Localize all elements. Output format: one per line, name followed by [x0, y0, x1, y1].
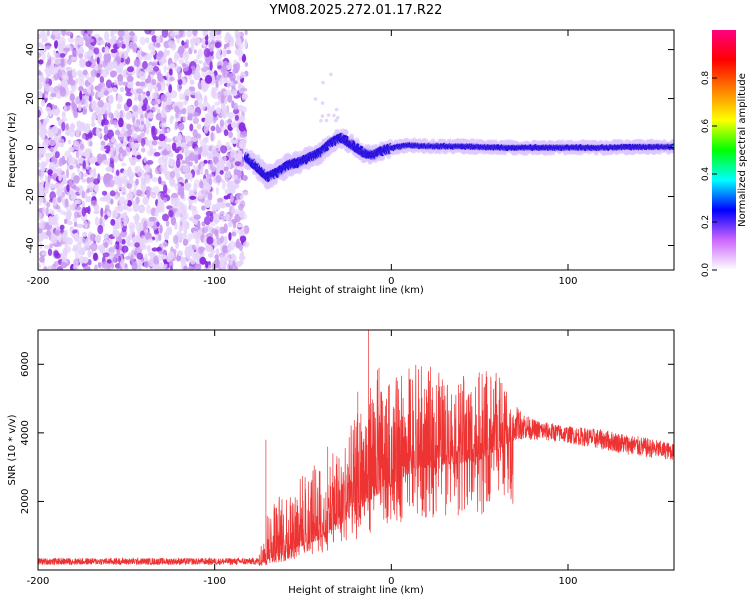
snr-ytick-label: 4000	[20, 420, 31, 445]
spectrogram-xtick-label: 100	[558, 276, 577, 287]
spectrogram-noise-region	[38, 30, 250, 270]
snr-ytick-label: 6000	[20, 352, 31, 377]
spectrogram-ylabel: Frequency (Hz)	[7, 112, 18, 188]
spectrogram-ytick-label: 40	[25, 43, 36, 56]
spectrogram-ytick-label: -40	[25, 237, 36, 253]
snr-frame	[37, 329, 675, 571]
snr-xtick-label: 0	[388, 576, 394, 587]
colorbar-label: Normalized spectral amplitude	[737, 73, 748, 227]
colorbar-tick-label: 0.0	[701, 263, 711, 278]
snr-panel: -200 -100 0 100 2000 4000 6000 Height of strai…	[7, 329, 675, 596]
snr-series-line	[38, 330, 674, 566]
spectrogram-ytick-label: 0	[25, 144, 36, 150]
colorbar-gradient	[712, 30, 736, 270]
colorbar-tick-label: 0.2	[701, 215, 711, 229]
figure-title: YM08.2025.272.01.17.R22	[269, 3, 443, 18]
snr-xlabel: Height of straight line (km)	[288, 585, 424, 596]
snr-xtick-label: -200	[27, 576, 50, 587]
spectrogram-xtick-label: 0	[388, 276, 394, 287]
colorbar-ticks: 0.0 0.2 0.4 0.6 0.8	[701, 71, 717, 278]
colorbar-tick-label: 0.8	[701, 71, 711, 86]
snr-ylabel: SNR (10 * v/v)	[7, 414, 18, 485]
spectrogram-ytick-label: -20	[25, 188, 36, 204]
snr-xtick-label: -100	[203, 576, 226, 587]
spectrogram-xtick-label: -100	[203, 276, 226, 287]
snr-ticks: -200 -100 0 100 2000 4000 6000	[20, 330, 674, 587]
spectrogram-signal-ridge	[243, 72, 674, 190]
colorbar-tick-label: 0.6	[701, 119, 711, 134]
spectrogram-xlabel: Height of straight line (km)	[288, 285, 424, 296]
spectrogram-xtick-label: -200	[27, 276, 50, 287]
snr-xtick-label: 100	[558, 576, 577, 587]
spectrogram-ytick-label: 20	[25, 92, 36, 105]
colorbar: 0.0 0.2 0.4 0.6 0.8 Normalized spectral ampl…	[701, 30, 748, 277]
spectrogram-frame	[37, 29, 675, 271]
snr-ytick-label: 2000	[20, 489, 31, 514]
colorbar-tick-label: 0.4	[701, 167, 711, 182]
